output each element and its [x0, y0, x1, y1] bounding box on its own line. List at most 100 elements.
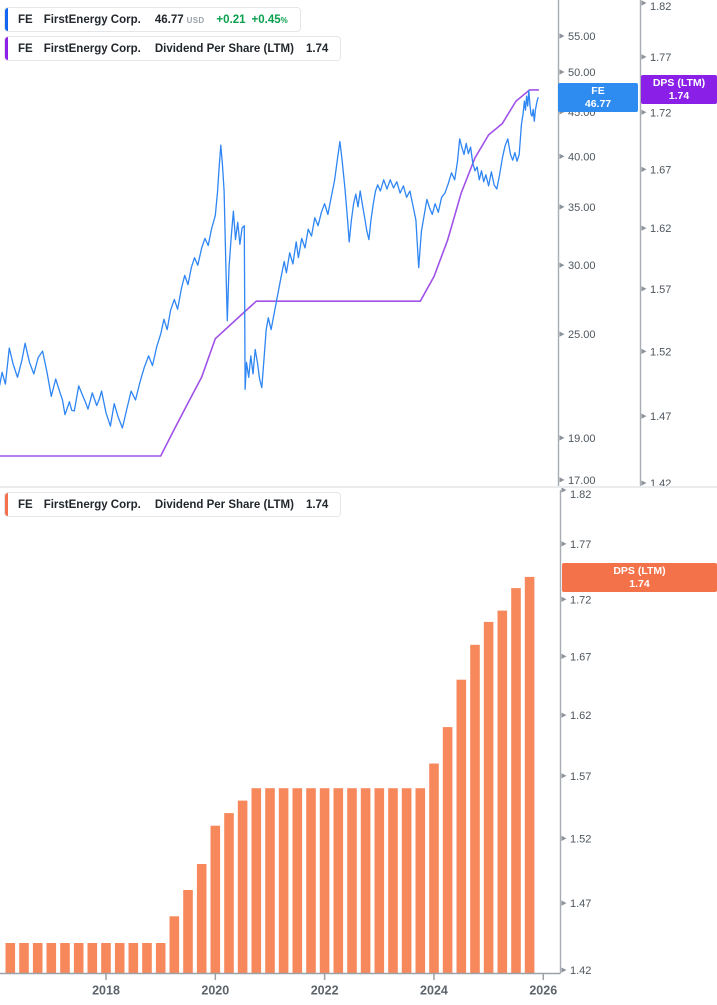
svg-text:1.42: 1.42 [570, 965, 591, 977]
dps-axis-tag-bottom[interactable]: DPS (LTM) 1.74 [562, 563, 717, 592]
dps-bar [429, 763, 439, 974]
dps-bar [19, 943, 29, 974]
dps-axis-top: 1.82 1.77 1.72 1.67 1.62 1.57 1.52 1.47 1.42 [639, 0, 671, 488]
svg-text:50.00: 50.00 [568, 67, 596, 79]
dps-bar [511, 588, 521, 974]
tag-value: 1.74 [668, 90, 690, 102]
svg-text:2022: 2022 [311, 984, 339, 998]
ticker-symbol: FE [18, 42, 33, 55]
metric-name: Dividend Per Share (LTM) [154, 42, 294, 55]
svg-text:1.57: 1.57 [570, 771, 591, 783]
svg-text:2024: 2024 [420, 984, 448, 998]
dps-bar [401, 788, 412, 974]
svg-text:1.47: 1.47 [570, 898, 591, 910]
dps-series-color-chip [5, 493, 8, 516]
svg-text:1.52: 1.52 [570, 833, 591, 845]
dps-bar [374, 788, 385, 974]
dps-bar [347, 788, 357, 974]
svg-text:1.42: 1.42 [650, 478, 671, 488]
dps-bar [319, 788, 330, 974]
price-chart-panel[interactable]: 55.0050.0045.0040.0035.0030.0025.0019.00… [0, 0, 717, 488]
price-panel-plot [0, 89, 540, 457]
svg-text:2026: 2026 [529, 984, 557, 998]
price-change: +0.21 [216, 13, 246, 26]
svg-text:1.57: 1.57 [650, 284, 671, 296]
dps-bar [5, 943, 16, 974]
svg-text:1.62: 1.62 [570, 710, 591, 722]
dps-bar [128, 943, 139, 974]
dps-bar [497, 610, 508, 974]
dps-bar [142, 943, 152, 974]
dps-bar [87, 943, 98, 974]
svg-text:19.00: 19.00 [568, 433, 596, 445]
company-name: FirstEnergy Corp. [43, 13, 141, 26]
tag-symbol: FE [591, 85, 605, 97]
dps-bar-chart-panel[interactable]: 1.82 1.77 1.72 1.67 1.62 1.57 1.52 1.47 1.42 2018… [0, 488, 717, 1005]
percent-sign: % [280, 15, 288, 25]
panel-divider [0, 486, 717, 488]
dps-bar [415, 788, 426, 974]
svg-text:1.72: 1.72 [650, 107, 671, 119]
svg-text:1.52: 1.52 [650, 346, 671, 358]
svg-text:1.77: 1.77 [650, 52, 671, 64]
svg-text:1.62: 1.62 [650, 223, 671, 235]
svg-text:2018: 2018 [92, 984, 120, 998]
dps-bar [32, 943, 43, 974]
company-name: FirstEnergy Corp. [43, 498, 141, 511]
dps-bar [237, 800, 248, 974]
dps-series-color-chip [5, 37, 8, 60]
dps-axis-bottom: 1.82 1.77 1.72 1.67 1.62 1.57 1.52 1.47 1.42 2018… [0, 488, 591, 998]
dps-bars [5, 576, 535, 974]
svg-text:1.67: 1.67 [570, 651, 591, 663]
dps-bar [251, 788, 262, 974]
dps-bar [360, 788, 371, 974]
svg-text:55.00: 55.00 [568, 31, 596, 43]
svg-text:40.00: 40.00 [568, 151, 596, 163]
dps-bar [60, 943, 70, 974]
price-change-percent: +0.45% [251, 13, 288, 26]
dps-axis-tag-top[interactable]: DPS (LTM) 1.74 [641, 75, 717, 104]
tag-value: 46.77 [584, 98, 612, 110]
ticker-symbol: FE [18, 498, 33, 511]
metric-value: 1.74 [305, 42, 329, 55]
legend-dps-series-top[interactable]: FE FirstEnergy Corp. Dividend Per Share … [4, 36, 342, 61]
metric-value: 1.74 [305, 498, 329, 511]
svg-text:1.77: 1.77 [570, 539, 591, 551]
dps-bar [196, 864, 207, 974]
dps-bar [155, 943, 166, 974]
dps-bar [442, 727, 453, 974]
currency-label: USD [186, 16, 205, 25]
dps-bar [183, 890, 193, 974]
dps-bar [169, 916, 180, 974]
svg-text:2020: 2020 [201, 984, 229, 998]
dps-bar [292, 788, 303, 974]
dps-bar [73, 943, 84, 974]
svg-text:25.00: 25.00 [568, 329, 596, 341]
svg-text:1.82: 1.82 [570, 489, 591, 501]
ticker-symbol: FE [18, 13, 33, 26]
svg-text:1.67: 1.67 [650, 164, 671, 176]
dps-bar [524, 576, 535, 974]
svg-text:1.72: 1.72 [570, 594, 591, 606]
tag-value: 1.74 [629, 578, 650, 590]
price-line [0, 89, 540, 429]
price-series-color-chip [5, 8, 8, 31]
svg-text:17.00: 17.00 [568, 475, 596, 487]
dps-bar [483, 621, 494, 974]
dps-bar [101, 943, 111, 974]
tag-metric: DPS (LTM) [652, 77, 706, 89]
svg-text:35.00: 35.00 [568, 202, 596, 214]
price-axis-tag[interactable]: FE 46.77 [558, 83, 638, 112]
metric-name: Dividend Per Share (LTM) [154, 498, 294, 511]
dps-bar [456, 679, 467, 974]
last-price: 46.77 [154, 13, 184, 26]
dps-bar [333, 788, 344, 974]
svg-text:1.47: 1.47 [650, 411, 671, 423]
company-name: FirstEnergy Corp. [43, 42, 141, 55]
dps-bar [224, 813, 234, 974]
dps-bar [265, 788, 275, 974]
dps-bar [46, 943, 57, 974]
dps-bar [388, 788, 398, 974]
legend-dps-series-bottom[interactable]: FE FirstEnergy Corp. Dividend Per Share … [4, 492, 342, 517]
legend-price-series[interactable]: FE FirstEnergy Corp. 46.77 USD +0.21 +0.… [4, 7, 301, 32]
